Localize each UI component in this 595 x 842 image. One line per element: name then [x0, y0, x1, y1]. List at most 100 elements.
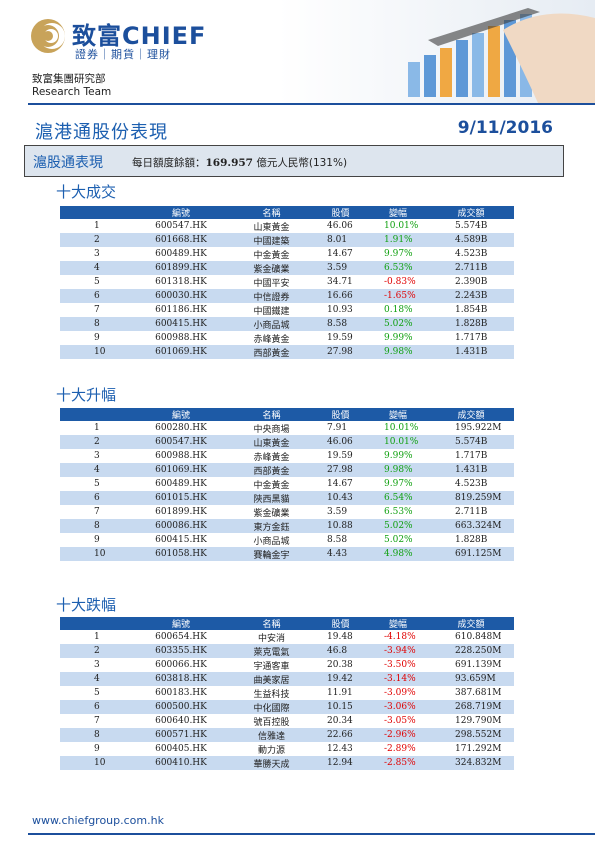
volume-cell: 610.848M: [428, 630, 514, 644]
price-cell: 8.01: [313, 233, 368, 247]
code-cell: 601069.HK: [132, 463, 230, 477]
rank-cell: 6: [60, 491, 132, 505]
code-cell: 601069.HK: [132, 345, 230, 359]
volume-cell: 4.589B: [428, 233, 514, 247]
header-blank: [60, 206, 132, 219]
change-cell: 9.97%: [368, 477, 428, 491]
volume-cell: 691.139M: [428, 658, 514, 672]
column-header: 成交額: [428, 206, 514, 219]
section-title-top-turnover: 十大成交: [56, 183, 117, 201]
department-zh: 致富集團研究部: [32, 73, 106, 85]
change-cell: 1.91%: [368, 233, 428, 247]
price-cell: 46.06: [313, 435, 368, 449]
price-cell: 3.59: [313, 505, 368, 519]
volume-cell: 4.523B: [428, 247, 514, 261]
top-turnover-table: 編號 名稱 股價 變幅 成交額 1 600547.HK 山東黃金 46.06 10.01% 5.57…: [60, 206, 514, 359]
table-row: 2 603355.HK 萊克電氣 46.8 -3.94% 228.250M: [60, 644, 514, 658]
change-cell: 10.01%: [368, 219, 428, 233]
report-title: 滬港通股份表現: [35, 122, 168, 143]
table-row: 2 601668.HK 中國建築 8.01 1.91% 4.589B: [60, 233, 514, 247]
price-cell: 8.58: [313, 533, 368, 547]
name-cell: 號百控股: [230, 714, 313, 728]
header-blank: [60, 408, 132, 421]
rank-cell: 7: [60, 505, 132, 519]
footer-divider: [28, 833, 595, 835]
rank-cell: 4: [60, 463, 132, 477]
quota-unit: 億元人民幣: [253, 157, 309, 169]
volume-cell: 5.574B: [428, 219, 514, 233]
price-cell: 10.88: [313, 519, 368, 533]
price-cell: 10.43: [313, 491, 368, 505]
volume-cell: 387.681M: [428, 686, 514, 700]
name-cell: 動力源: [230, 742, 313, 756]
volume-cell: 93.659M: [428, 672, 514, 686]
name-cell: 中央商場: [230, 421, 313, 435]
header-blank: [60, 617, 132, 630]
name-cell: 萊克電氣: [230, 644, 313, 658]
volume-cell: 1.717B: [428, 331, 514, 345]
page-header: 致富CHIEF 證券｜期貨｜理財 致富集團研究部 Research Team: [0, 0, 595, 106]
table-row: 9 600988.HK 赤峰黃金 19.59 9.99% 1.717B: [60, 331, 514, 345]
table-row: 5 600489.HK 中金黃金 14.67 9.97% 4.523B: [60, 477, 514, 491]
rank-cell: 2: [60, 233, 132, 247]
volume-cell: 1.717B: [428, 449, 514, 463]
price-cell: 7.91: [313, 421, 368, 435]
change-cell: 5.02%: [368, 317, 428, 331]
name-cell: 中國建築: [230, 233, 313, 247]
rank-cell: 10: [60, 345, 132, 359]
name-cell: 中國平安: [230, 275, 313, 289]
name-cell: 紫金礦業: [230, 261, 313, 275]
name-cell: 山東黃金: [230, 435, 313, 449]
table-row: 6 601015.HK 陝西黑貓 10.43 6.54% 819.259M: [60, 491, 514, 505]
change-cell: 5.02%: [368, 519, 428, 533]
top-losers-table: 編號 名稱 股價 變幅 成交額 1 600654.HK 中安消 19.48 -4.18% 610.8…: [60, 617, 514, 770]
column-header: 編號: [132, 617, 230, 630]
price-cell: 19.42: [313, 672, 368, 686]
rank-cell: 8: [60, 519, 132, 533]
table-row: 8 600571.HK 信雅達 22.66 -2.96% 298.552M: [60, 728, 514, 742]
summary-title: 滬股通表現: [33, 155, 103, 171]
code-cell: 601668.HK: [132, 233, 230, 247]
change-cell: 6.54%: [368, 491, 428, 505]
price-cell: 46.06: [313, 219, 368, 233]
rank-cell: 6: [60, 289, 132, 303]
price-cell: 20.38: [313, 658, 368, 672]
column-header: 編號: [132, 408, 230, 421]
column-header: 名稱: [230, 408, 313, 421]
table-row: 8 600415.HK 小商品城 8.58 5.02% 1.828B: [60, 317, 514, 331]
table-row: 10 601058.HK 賽輪金宇 4.43 4.98% 691.125M: [60, 547, 514, 561]
name-cell: 中國鐵建: [230, 303, 313, 317]
column-header: 名稱: [230, 206, 313, 219]
volume-cell: 663.324M: [428, 519, 514, 533]
column-header: 編號: [132, 206, 230, 219]
table-row: 6 600030.HK 中信證券 16.66 -1.65% 2.243B: [60, 289, 514, 303]
table-row: 4 601899.HK 紫金礦業 3.59 6.53% 2.711B: [60, 261, 514, 275]
name-cell: 宇通客車: [230, 658, 313, 672]
volume-cell: 1.854B: [428, 303, 514, 317]
rank-cell: 9: [60, 742, 132, 756]
quota-label: 每日額度餘額：: [132, 157, 206, 169]
table-row: 7 601899.HK 紫金礦業 3.59 6.53% 2.711B: [60, 505, 514, 519]
footer-url[interactable]: www.chiefgroup.com.hk: [32, 814, 164, 827]
volume-cell: 2.711B: [428, 505, 514, 519]
table-row: 7 601186.HK 中國鐵建 10.93 0.18% 1.854B: [60, 303, 514, 317]
code-cell: 600086.HK: [132, 519, 230, 533]
name-cell: 小商品城: [230, 317, 313, 331]
name-cell: 中信證券: [230, 289, 313, 303]
quota-pct: (131%): [308, 157, 348, 169]
code-cell: 600500.HK: [132, 700, 230, 714]
code-cell: 600280.HK: [132, 421, 230, 435]
code-cell: 600654.HK: [132, 630, 230, 644]
column-header: 變幅: [368, 206, 428, 219]
change-cell: 9.98%: [368, 463, 428, 477]
header-divider: [28, 103, 595, 105]
brand-name: 致富CHIEF: [72, 22, 207, 50]
rank-cell: 3: [60, 449, 132, 463]
table-row: 9 600415.HK 小商品城 8.58 5.02% 1.828B: [60, 533, 514, 547]
rank-cell: 8: [60, 317, 132, 331]
rank-cell: 2: [60, 644, 132, 658]
code-cell: 601015.HK: [132, 491, 230, 505]
change-cell: -3.06%: [368, 700, 428, 714]
volume-cell: 298.552M: [428, 728, 514, 742]
volume-cell: 195.922M: [428, 421, 514, 435]
